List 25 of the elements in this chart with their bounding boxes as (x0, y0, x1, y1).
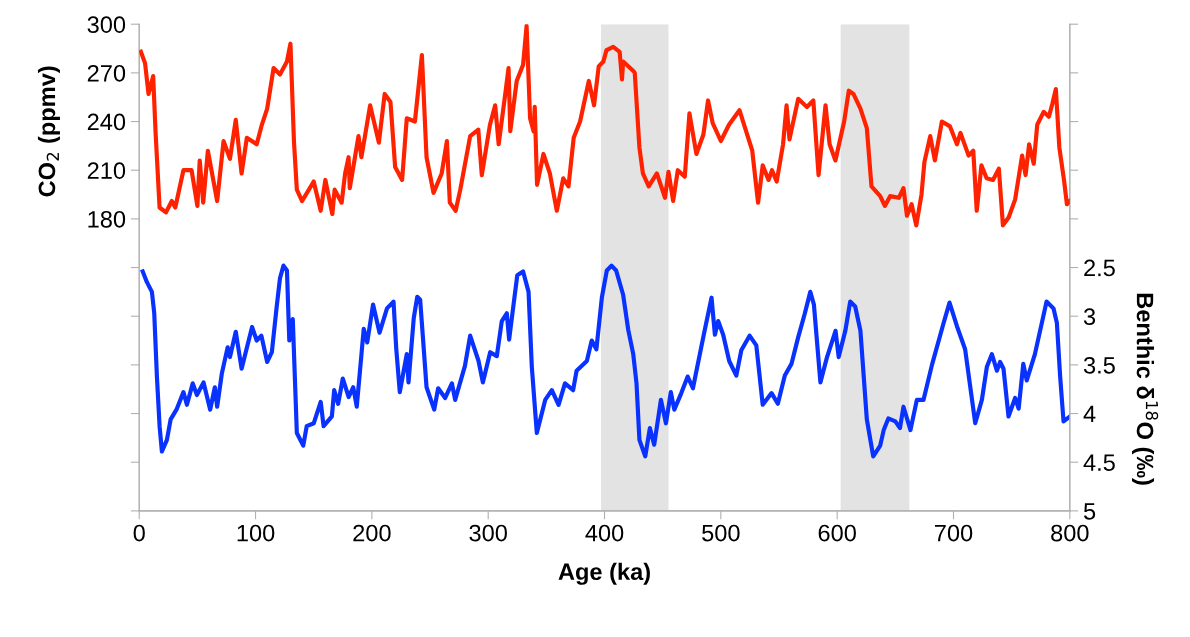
x-tick-label: 600 (818, 524, 856, 542)
y2-tick-label: 3 (1083, 308, 1096, 325)
x-tick-label: 500 (702, 524, 740, 542)
line-series (139, 24, 1070, 228)
y-axis-title: CO$_{2}$ (ppmv) (37, 66, 60, 197)
y2-tick-label: 5 (1083, 503, 1096, 520)
x-tick-label: 300 (469, 524, 507, 542)
x-tick-label: 0 (133, 524, 145, 542)
y-tick-label: 300 (87, 16, 126, 33)
y-tick-label: 210 (87, 162, 126, 179)
x-tick-label: 700 (935, 524, 973, 542)
y-tick-label: 240 (87, 113, 126, 131)
y-tick-label: 270 (87, 64, 126, 82)
y-tick-label: 180 (88, 210, 126, 228)
x-axis-title: Age (ka) (558, 562, 650, 585)
y2-axis-title: Benthic δ$^{18}$O (‰) (1132, 293, 1159, 485)
x-tick-label: 400 (585, 524, 624, 542)
y2-tick-label: 3.5 (1083, 356, 1115, 374)
y2-tick-label: 4 (1083, 405, 1096, 423)
x-tick-label: 100 (237, 524, 275, 542)
x-tick-label: 200 (353, 524, 391, 542)
y2-tick-label: 4.5 (1083, 454, 1115, 471)
x-tick-label: 800 (1051, 524, 1089, 542)
y2-tick-label: 2.5 (1084, 259, 1115, 277)
line-series (140, 263, 1070, 459)
